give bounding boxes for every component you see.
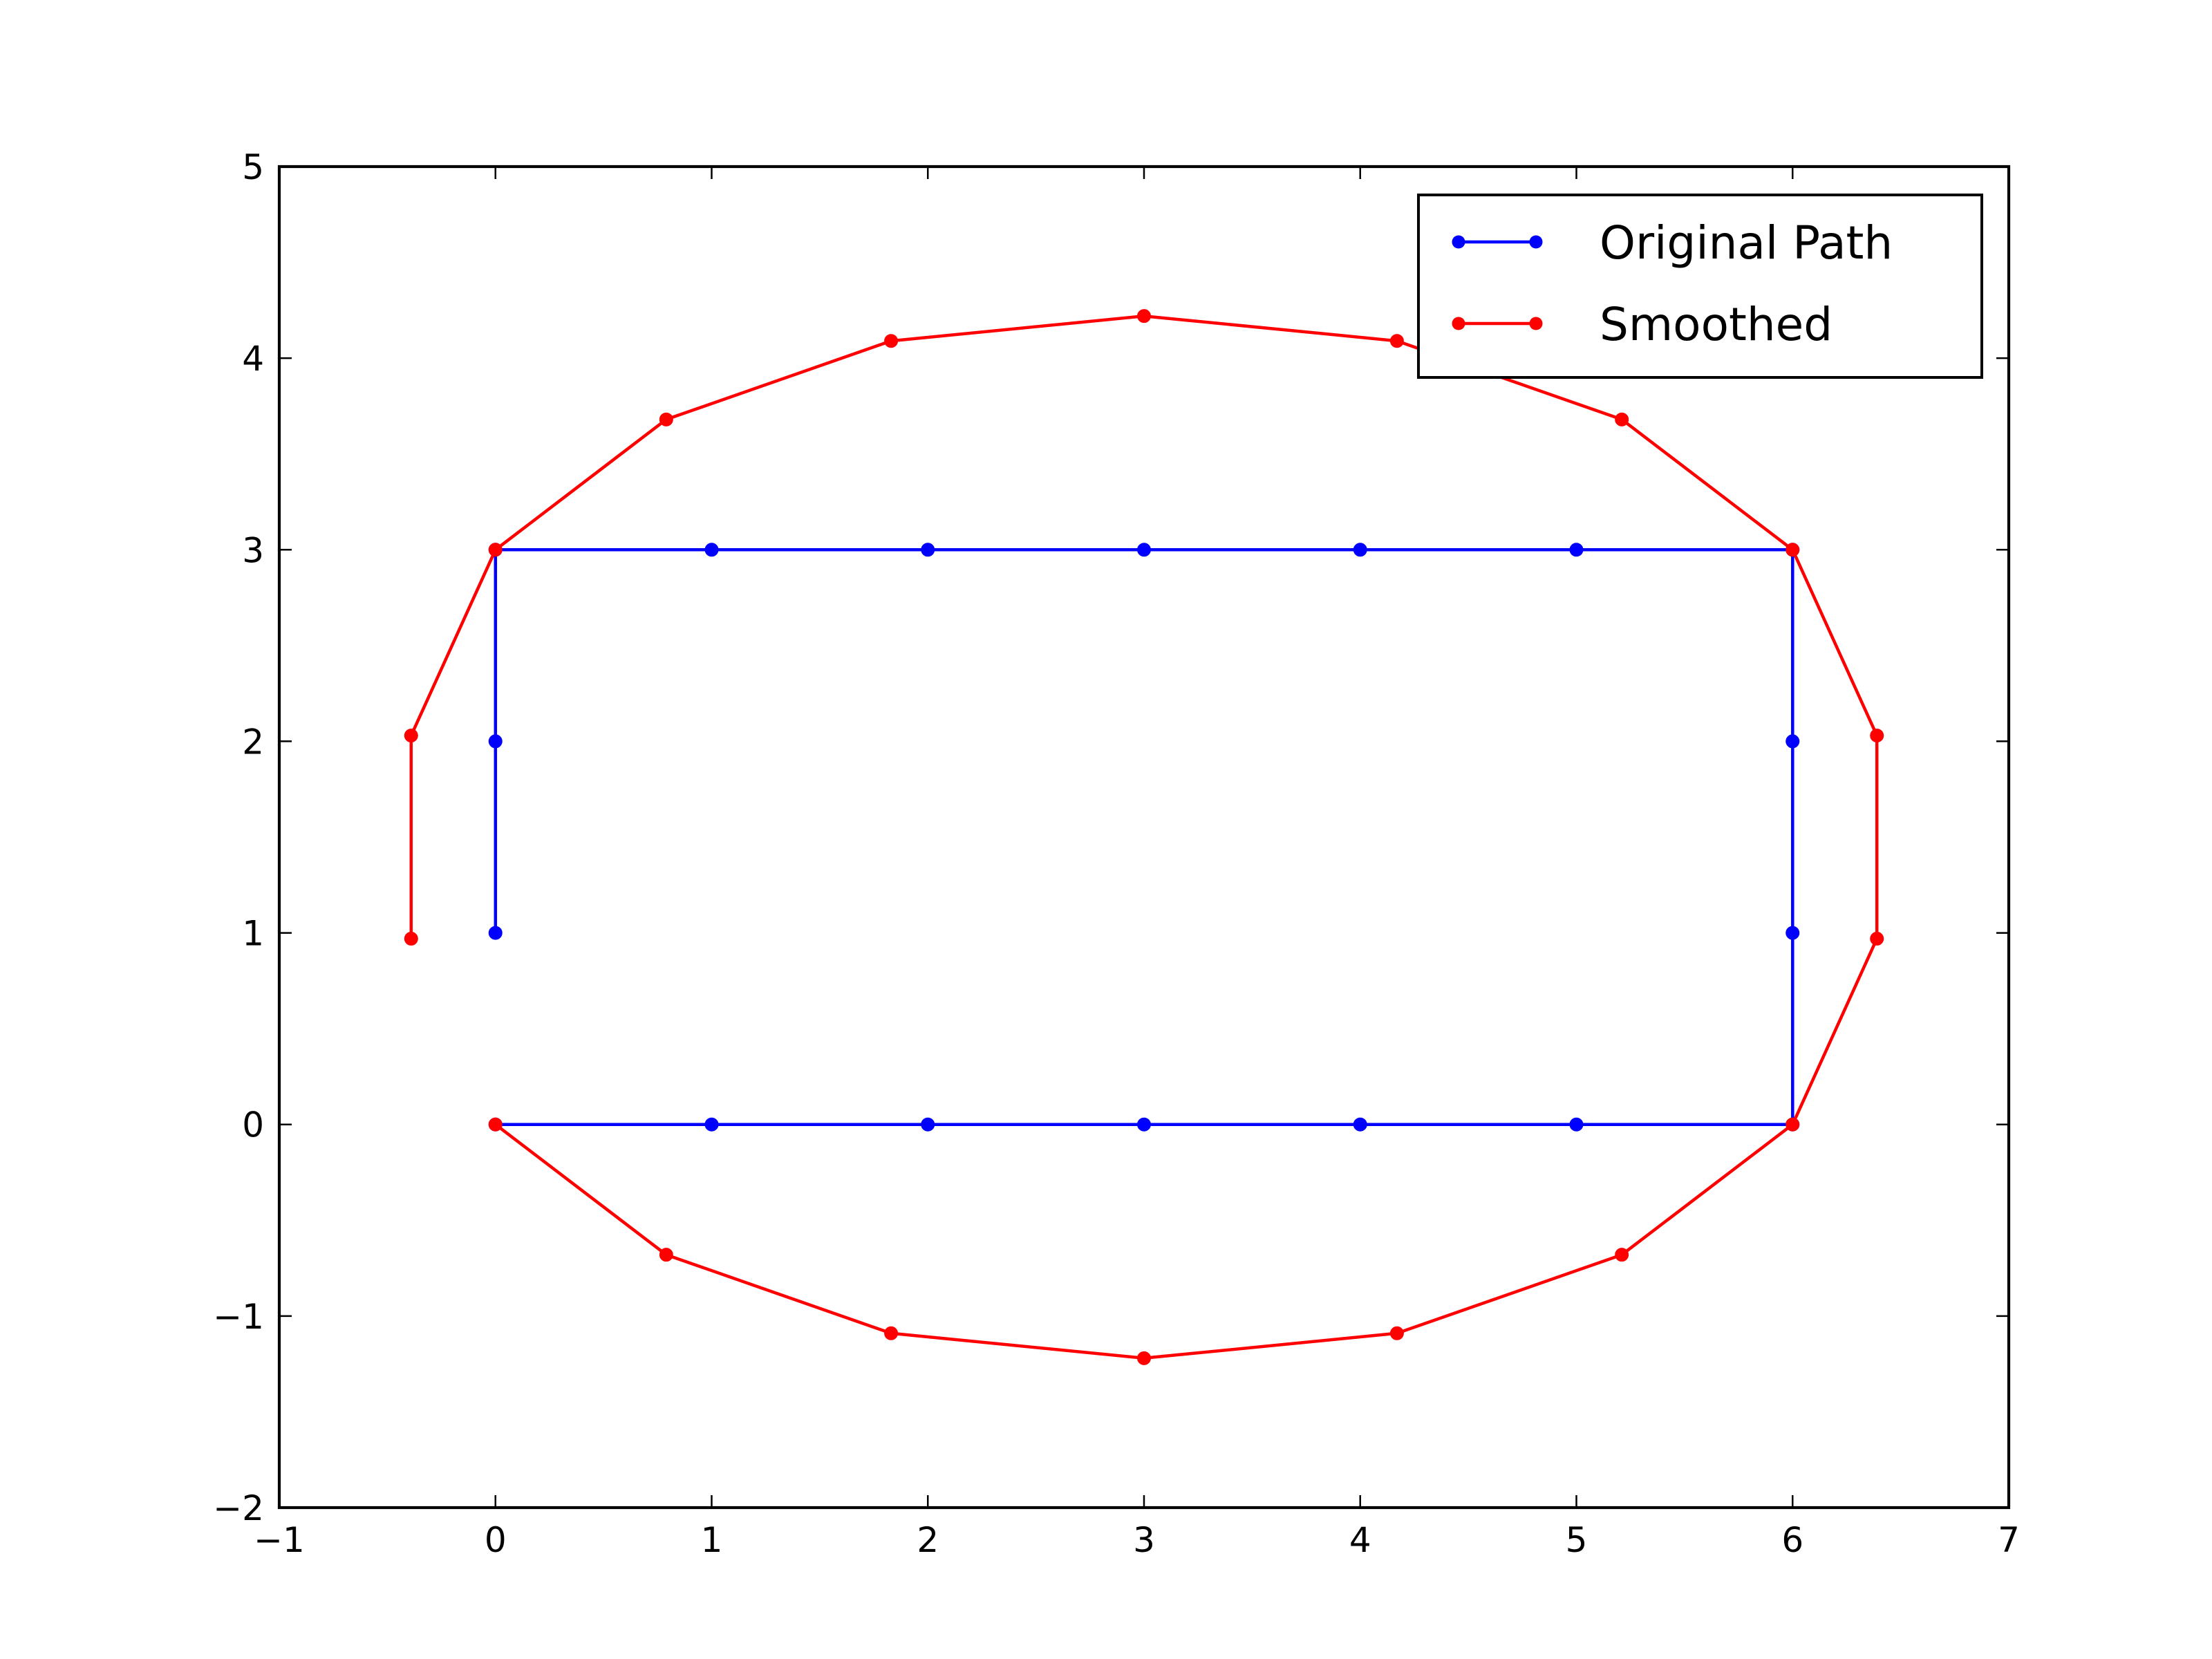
data-point (1870, 931, 1884, 946)
axes-frame (277, 165, 2011, 1510)
data-point (1569, 543, 1584, 557)
data-point (1569, 1117, 1584, 1132)
data-point (488, 543, 503, 557)
data-point (921, 1117, 935, 1132)
legend: Original Path Smoothed (1417, 194, 1983, 379)
data-point (1785, 734, 1800, 749)
data-point (1353, 543, 1367, 557)
legend-swatch-marker (1452, 235, 1465, 249)
data-point (1785, 543, 1800, 557)
x-tick-label: 3 (1133, 1520, 1155, 1560)
data-point (1615, 412, 1629, 427)
data-point (884, 334, 899, 348)
data-point (1389, 334, 1404, 348)
data-point (704, 1117, 719, 1132)
data-point (1785, 1117, 1800, 1132)
data-point (1353, 1117, 1367, 1132)
data-point (488, 926, 503, 940)
data-point (488, 1117, 503, 1132)
series-layer (404, 309, 1884, 1365)
data-point (1137, 543, 1151, 557)
legend-label: Smoothed (1600, 298, 1833, 351)
legend-entry: Smoothed (1452, 298, 1833, 351)
legend-swatch-marker (1529, 317, 1543, 330)
y-tick-label: −1 (213, 1297, 264, 1337)
legend-label: Original Path (1600, 216, 1893, 270)
y-tick-label: 3 (242, 530, 264, 570)
data-point (1389, 1326, 1404, 1340)
x-tick-label: 6 (1781, 1520, 1803, 1560)
data-point (404, 729, 418, 743)
data-point (488, 734, 503, 749)
y-tick-label: 2 (242, 722, 264, 762)
data-point (1137, 1351, 1151, 1365)
legend-swatch-marker (1452, 317, 1465, 330)
series-line (494, 548, 1794, 1126)
series-line (409, 314, 1879, 1360)
data-point (1785, 926, 1800, 940)
data-point (1870, 729, 1884, 743)
y-tick-label: 0 (242, 1105, 264, 1145)
data-point (704, 543, 719, 557)
x-tick-label: 1 (701, 1520, 723, 1560)
x-tick-label: 5 (1566, 1520, 1588, 1560)
data-point (659, 1248, 673, 1262)
legend-swatch-marker (1529, 235, 1543, 249)
x-tick-label: 4 (1349, 1520, 1371, 1560)
x-tick-label: −1 (254, 1520, 305, 1560)
data-point (1615, 1248, 1629, 1262)
data-point (1137, 1117, 1151, 1132)
y-tick-label: −2 (213, 1488, 264, 1528)
legend-entry: Original Path (1452, 216, 1893, 270)
data-point (659, 412, 673, 427)
y-tick-label: 5 (242, 147, 264, 187)
data-point (921, 543, 935, 557)
x-tick-label: 2 (917, 1520, 939, 1560)
data-point (404, 931, 418, 946)
y-tick-label: 1 (242, 914, 264, 954)
y-tick-label: 4 (242, 339, 264, 379)
x-tick-label: 7 (1998, 1520, 2020, 1560)
data-point (884, 1326, 899, 1340)
x-tick-label: 0 (485, 1520, 507, 1560)
legend-box (1417, 194, 1983, 379)
data-point (1137, 309, 1151, 324)
series-1 (404, 309, 1884, 1365)
